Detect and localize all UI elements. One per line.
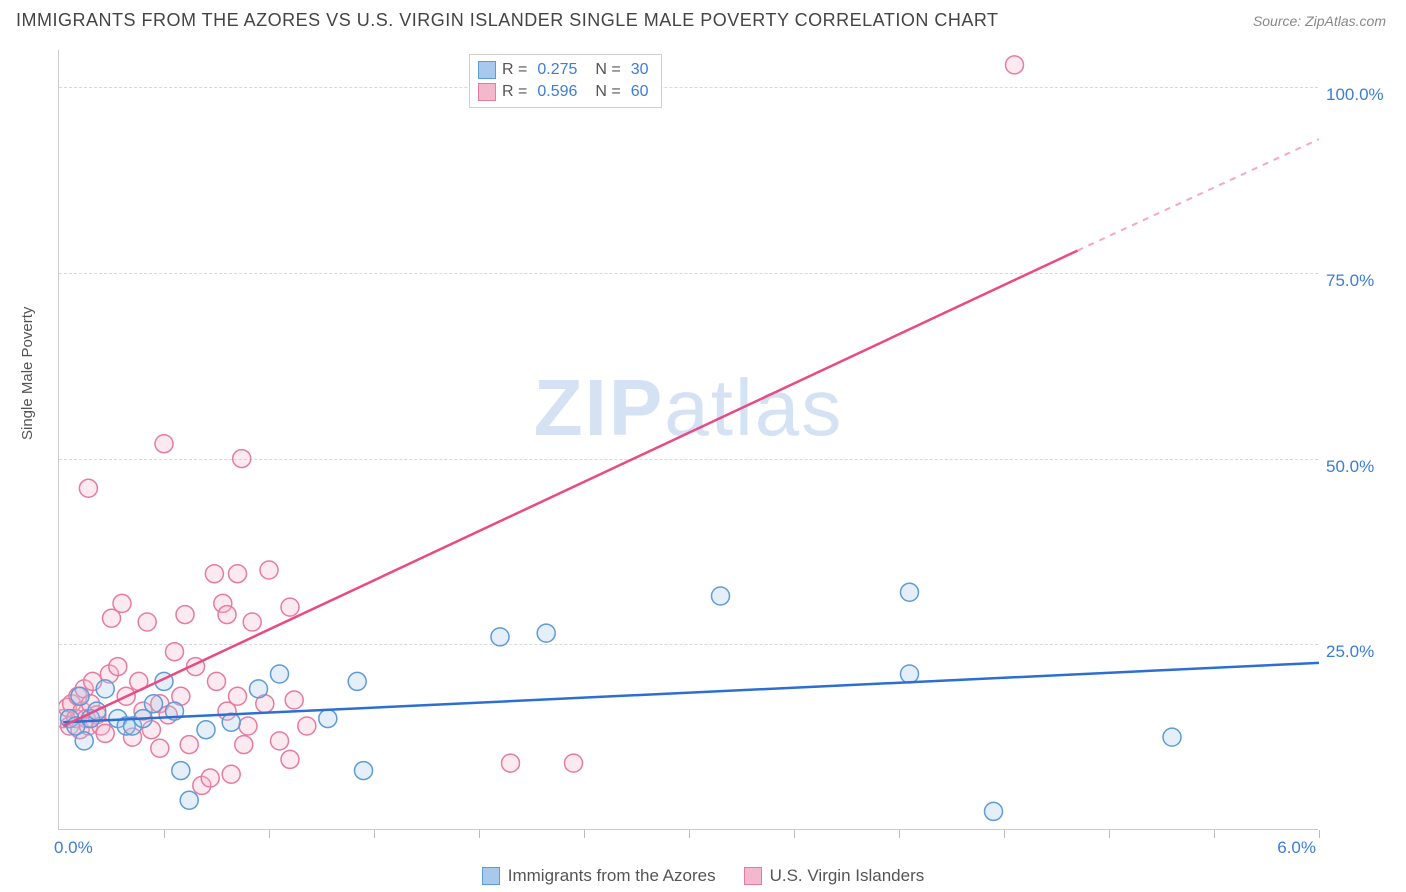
x-axis-start: 0.0% bbox=[54, 838, 93, 858]
legend-label-azores: Immigrants from the Azores bbox=[508, 866, 716, 886]
y-tick-label: 100.0% bbox=[1326, 85, 1384, 105]
x-axis-end: 6.0% bbox=[1277, 838, 1316, 858]
y-tick-label: 25.0% bbox=[1326, 642, 1374, 662]
source-attribution: Source: ZipAtlas.com bbox=[1253, 13, 1386, 29]
y-axis-label: Single Male Poverty bbox=[19, 307, 36, 440]
plot-area: ZIPatlas R =0.275 N =30 R =0.596 N =60 S… bbox=[58, 50, 1318, 830]
legend-label-usvi: U.S. Virgin Islanders bbox=[770, 866, 925, 886]
swatch-usvi-icon bbox=[744, 867, 762, 885]
scatter-svg bbox=[59, 50, 1319, 830]
chart-container: ZIPatlas R =0.275 N =30 R =0.596 N =60 S… bbox=[58, 50, 1378, 830]
swatch-usvi bbox=[478, 83, 496, 101]
legend-item-usvi: U.S. Virgin Islanders bbox=[744, 866, 925, 886]
correlation-legend: R =0.275 N =30 R =0.596 N =60 bbox=[469, 54, 662, 108]
chart-title: IMMIGRANTS FROM THE AZORES VS U.S. VIRGI… bbox=[16, 10, 999, 31]
series-legend: Immigrants from the Azores U.S. Virgin I… bbox=[0, 866, 1406, 886]
swatch-azores-icon bbox=[482, 867, 500, 885]
legend-item-azores: Immigrants from the Azores bbox=[482, 866, 716, 886]
legend-row-azores: R =0.275 N =30 bbox=[478, 59, 649, 81]
y-tick-label: 50.0% bbox=[1326, 457, 1374, 477]
legend-row-usvi: R =0.596 N =60 bbox=[478, 81, 649, 103]
swatch-azores bbox=[478, 61, 496, 79]
y-tick-label: 75.0% bbox=[1326, 271, 1374, 291]
